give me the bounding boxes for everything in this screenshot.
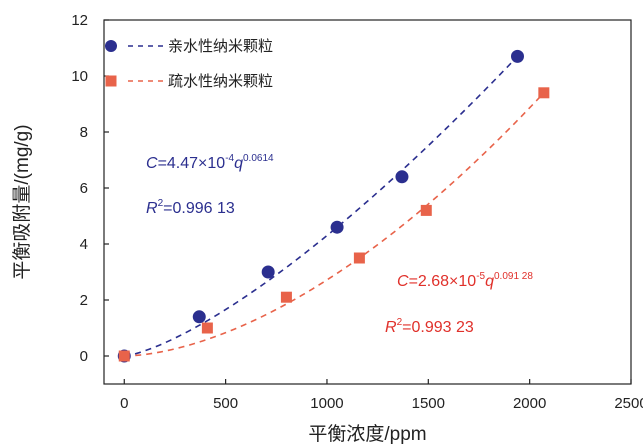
legend: 亲水性纳米颗粒 疏水性纳米颗粒	[105, 38, 273, 90]
points-layer	[117, 49, 550, 363]
data-point-circle	[395, 170, 409, 184]
data-point-square	[118, 350, 130, 362]
legend-marker-hydrophobic	[105, 75, 117, 87]
data-point-square	[420, 204, 432, 216]
eq-var-q: q	[234, 155, 243, 172]
y-tick-label: 6	[80, 180, 88, 197]
data-point-circle	[330, 220, 344, 234]
eq-var-c: C	[146, 155, 158, 172]
data-point-circle	[510, 49, 524, 63]
x-tick-label: 1000	[310, 395, 343, 412]
y-tick-label: 0	[80, 348, 88, 365]
x-tick-label: 0	[120, 395, 128, 412]
r2-hydrophilic: R2=0.996 13	[146, 198, 235, 217]
equation-hydrophobic: C=2.68×10-5q0.091 28	[397, 271, 533, 290]
eq-coef: =4.47×10	[158, 155, 226, 172]
data-point-square	[538, 87, 550, 99]
fit-curve-0	[124, 51, 523, 357]
plot-frame	[103, 19, 632, 385]
equation-hydrophilic: C=4.47×10-4q0.0614	[146, 153, 274, 172]
r2-sup: 2	[397, 317, 403, 328]
eq-var-q: q	[485, 273, 494, 290]
eq-exp2: 0.091 28	[494, 271, 533, 282]
eq-var-c: C	[397, 273, 409, 290]
r2-var: R	[385, 319, 397, 336]
legend-label-hydrophobic: 疏水性纳米颗粒	[168, 73, 273, 90]
data-point-circle	[192, 310, 206, 324]
r2-value: =0.996 13	[163, 200, 235, 217]
data-point-circle	[261, 265, 275, 279]
r2-var: R	[146, 200, 158, 217]
fit-curves-layer	[124, 51, 543, 357]
y-tick-label: 4	[80, 236, 88, 253]
y-axis-title: 平衡吸附量/(mg/g)	[11, 124, 33, 279]
r2-hydrophobic: R2=0.993 23	[385, 317, 474, 336]
eq-exp1: -5	[476, 271, 485, 282]
x-tick-label: 2000	[513, 395, 546, 412]
r2-value: =0.993 23	[402, 319, 474, 336]
x-axis-title: 平衡浓度/ppm	[308, 423, 426, 445]
y-tick-label: 12	[71, 12, 88, 29]
y-tick-label: 2	[80, 292, 88, 309]
y-tick-label: 8	[80, 124, 88, 141]
data-point-square	[353, 252, 365, 264]
data-point-square	[201, 322, 213, 334]
legend-label-hydrophilic: 亲水性纳米颗粒	[168, 38, 273, 55]
eq-coef: =2.68×10	[409, 273, 477, 290]
fit-curve-1	[124, 94, 543, 357]
eq-exp2: 0.0614	[243, 153, 274, 164]
eq-exp1: -4	[225, 153, 234, 164]
data-point-square	[280, 291, 292, 303]
y-tick-label: 10	[71, 68, 88, 85]
x-tick-label: 500	[213, 395, 238, 412]
r2-sup: 2	[158, 198, 164, 209]
x-tick-label: 1500	[412, 395, 445, 412]
legend-marker-hydrophilic	[105, 40, 117, 52]
